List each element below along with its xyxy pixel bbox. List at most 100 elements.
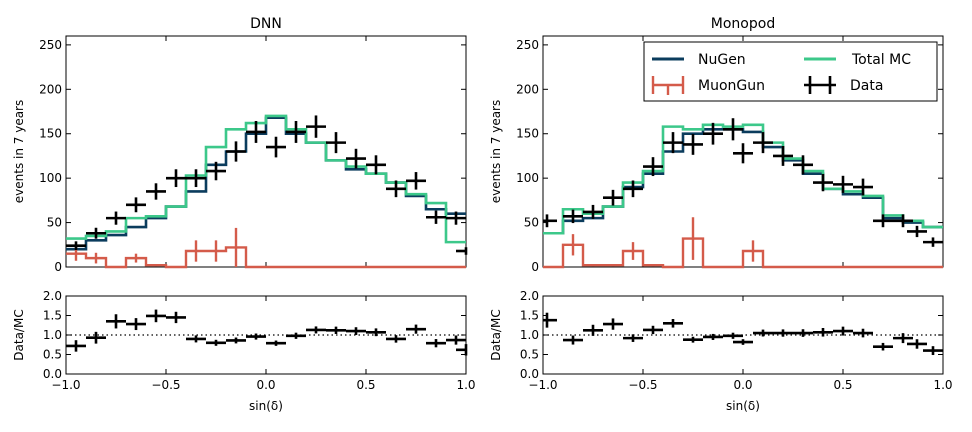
ratio-point bbox=[366, 328, 386, 337]
y-axis-label: events in 7 years bbox=[489, 100, 503, 203]
ratio-point bbox=[126, 318, 146, 331]
ratio-point bbox=[426, 339, 446, 348]
ratio-y-tick-label: 1.0 bbox=[43, 328, 62, 342]
data-point bbox=[813, 173, 833, 192]
data-point bbox=[66, 241, 86, 251]
x-tick-label: 0.0 bbox=[256, 378, 275, 392]
legend-item-data: Data bbox=[804, 76, 883, 94]
ratio-point bbox=[753, 329, 773, 337]
y-tick-label: 0 bbox=[531, 260, 539, 274]
x-axis-label: sin(δ) bbox=[726, 399, 760, 413]
chart-title: Monopod bbox=[711, 16, 775, 32]
chart-title: DNN bbox=[250, 16, 282, 32]
data-point bbox=[733, 143, 753, 164]
ratio-y-tick-label: 1.5 bbox=[520, 309, 539, 323]
ratio-point bbox=[583, 324, 603, 336]
ratio-point bbox=[66, 340, 86, 352]
data-point bbox=[923, 237, 943, 247]
data-point bbox=[907, 225, 927, 238]
legend-item-nugen: NuGen bbox=[652, 52, 746, 68]
ratio-point bbox=[326, 326, 346, 335]
data-point bbox=[146, 183, 166, 200]
data-point bbox=[543, 214, 557, 228]
ratio-point bbox=[246, 333, 266, 340]
data-point bbox=[366, 155, 386, 175]
legend-label: Data bbox=[850, 78, 883, 94]
y-tick-label: 100 bbox=[516, 171, 539, 185]
ratio-y-tick-label: 0.0 bbox=[520, 367, 539, 381]
series-muongun bbox=[66, 246, 466, 269]
data-point bbox=[603, 189, 623, 206]
series-muongun bbox=[543, 237, 943, 269]
y-tick-label: 250 bbox=[516, 38, 539, 52]
legend-frame bbox=[643, 41, 938, 102]
ratio-y-tick-label: 2.0 bbox=[43, 289, 62, 303]
data-point bbox=[186, 169, 206, 188]
ratio-point bbox=[306, 326, 326, 334]
ratio-point bbox=[793, 329, 813, 337]
y-tick-label: 150 bbox=[516, 127, 539, 141]
data-point bbox=[106, 211, 126, 225]
legend-label: NuGen bbox=[698, 52, 746, 68]
data-point bbox=[643, 157, 663, 177]
x-tick-label: −0.5 bbox=[628, 378, 657, 392]
data-point bbox=[723, 118, 743, 141]
x-tick-label: 0.5 bbox=[356, 378, 375, 392]
ratio-point bbox=[873, 342, 893, 351]
data-point bbox=[703, 122, 723, 145]
ratio-point bbox=[563, 335, 583, 345]
legend: NuGen Total MC MuonGun Data bbox=[643, 41, 938, 102]
legend-item-total-mc: Total MC bbox=[804, 52, 911, 68]
data-point bbox=[286, 121, 306, 143]
ratio-point bbox=[663, 319, 683, 328]
ratio-point bbox=[286, 332, 306, 339]
ratio-y-tick-label: 0.5 bbox=[43, 348, 62, 362]
data-point bbox=[623, 180, 643, 198]
ratio-point bbox=[923, 346, 943, 356]
data-point bbox=[206, 161, 226, 181]
data-point bbox=[873, 214, 893, 228]
data-point bbox=[386, 180, 406, 198]
ratio-y-tick-label: 0.5 bbox=[520, 348, 539, 362]
ratio-point bbox=[166, 311, 186, 324]
y-tick-label: 250 bbox=[39, 38, 62, 52]
ratio-y-tick-label: 2.0 bbox=[520, 289, 539, 303]
data-point bbox=[853, 178, 873, 196]
data-point bbox=[426, 210, 446, 224]
ratio-point bbox=[603, 318, 623, 330]
data-point bbox=[306, 115, 326, 138]
ratio-point bbox=[106, 314, 126, 329]
ratio-point bbox=[456, 344, 468, 356]
data-point bbox=[446, 211, 466, 225]
chart-panel-2: Monopod 0 50 100 150 200 250 events in 7 years 0… bbox=[489, 16, 953, 413]
ratio-point bbox=[833, 326, 853, 336]
x-tick-label: −0.5 bbox=[151, 378, 180, 392]
ratio-point bbox=[723, 332, 743, 339]
ratio-point bbox=[683, 336, 703, 343]
data-point bbox=[773, 146, 793, 166]
data-point bbox=[86, 227, 106, 239]
data-point bbox=[583, 204, 603, 219]
ratio-point bbox=[146, 309, 166, 323]
y-tick-label: 0 bbox=[54, 260, 62, 274]
data-point bbox=[346, 148, 366, 169]
ratio-y-tick-label: 1.0 bbox=[520, 328, 539, 342]
data-point bbox=[126, 197, 146, 213]
ratio-point bbox=[386, 335, 406, 343]
ratio-point bbox=[703, 333, 723, 340]
y-tick-label: 50 bbox=[47, 216, 62, 230]
ratio-y-tick-label: 0.0 bbox=[43, 367, 62, 381]
x-tick-label: 0.0 bbox=[733, 378, 752, 392]
data-point bbox=[226, 141, 246, 162]
data-point bbox=[793, 155, 813, 175]
series-total-mc bbox=[543, 123, 943, 235]
ratio-point bbox=[853, 328, 873, 338]
ratio-point bbox=[226, 337, 246, 344]
ratio-point bbox=[446, 335, 466, 345]
y-axis-label: events in 7 years bbox=[12, 100, 26, 203]
ratio-point bbox=[406, 324, 426, 334]
data-point bbox=[683, 133, 703, 155]
ratio-point bbox=[346, 327, 366, 335]
ratio-y-axis-label: Data/MC bbox=[489, 309, 503, 360]
